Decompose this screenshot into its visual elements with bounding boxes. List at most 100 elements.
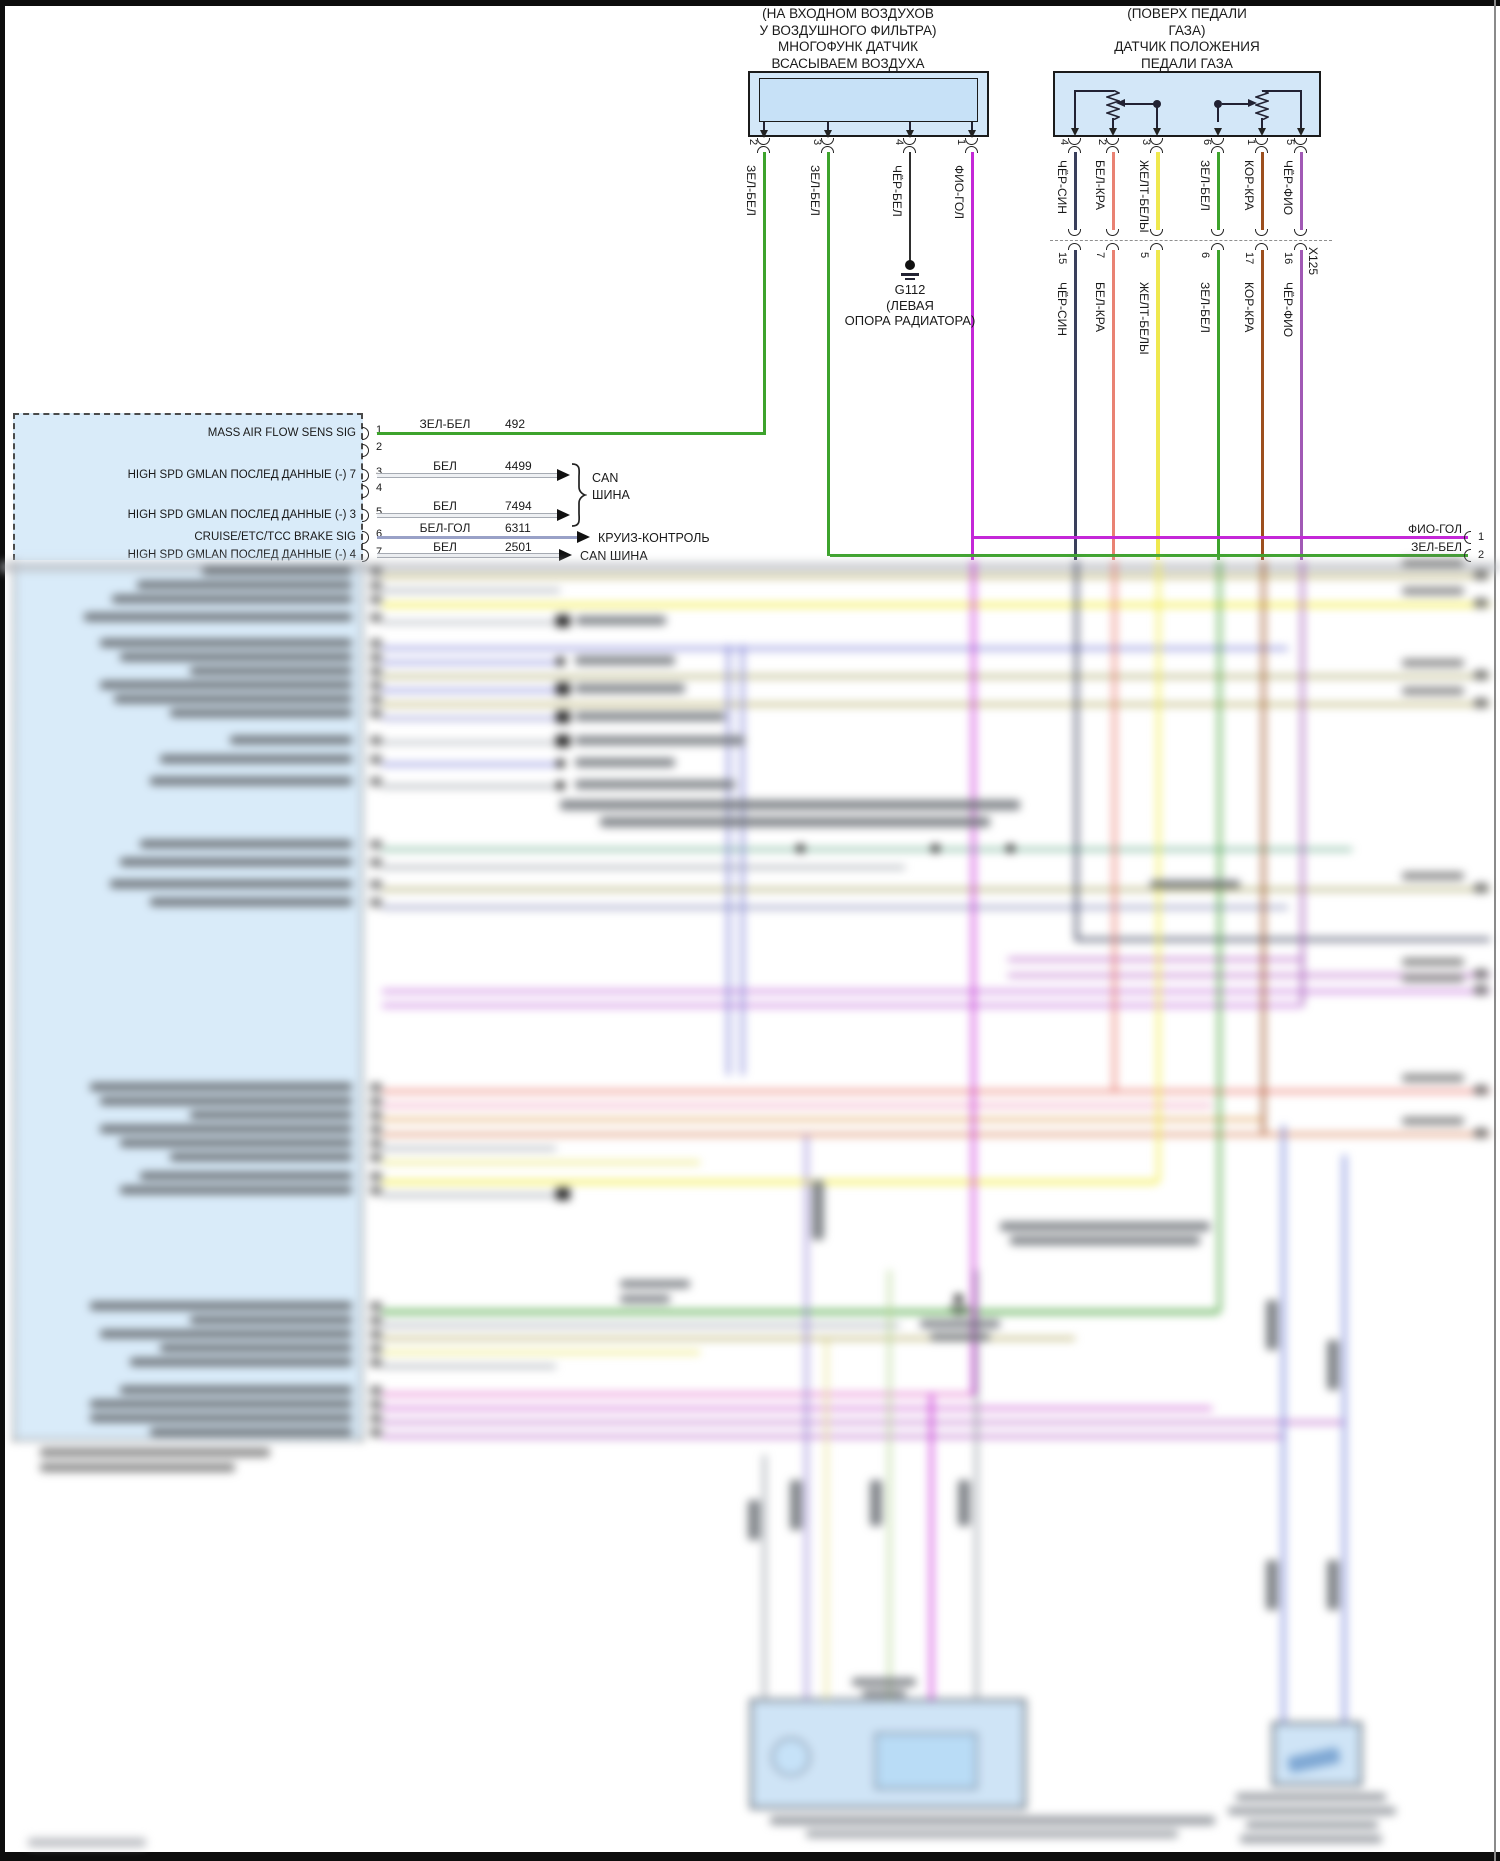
- blurred-dot: [796, 844, 805, 853]
- blurred-text-blob: [575, 712, 725, 721]
- pin-number: 16: [1282, 252, 1294, 265]
- blurred-row-text: [170, 709, 352, 717]
- wire-zel-bel: [1217, 250, 1220, 560]
- blurred-pin: [370, 1111, 382, 1120]
- connector-arc-icon: [362, 469, 369, 482]
- wire-label: ЧЁР-СИН: [1055, 160, 1069, 214]
- blurred-wire-h: [382, 1435, 1284, 1438]
- pot-rail: [1075, 90, 1114, 92]
- pin-stub: [909, 122, 911, 131]
- can-bus-label: CAN: [592, 471, 619, 485]
- maf-sensor-caption: (НА ВХОДНОМ ВОЗДУХОВ У ВОЗДУШНОГО ФИЛЬТР…: [708, 6, 988, 72]
- blurred-wire-h: [1008, 974, 1490, 977]
- blurred-caption: [806, 1830, 1178, 1838]
- blurred-row-text: [100, 1330, 352, 1338]
- blurred-label: [1402, 687, 1464, 695]
- blurred-pin: [370, 1153, 382, 1162]
- connector-arc-icon: [1068, 229, 1081, 236]
- connector-arc-icon: [1211, 146, 1224, 153]
- blurred-wire-v: [1157, 560, 1160, 1182]
- connector-arc-icon: [362, 485, 369, 498]
- blurred-text-blob: [1266, 1560, 1278, 1610]
- blurred-wire-h: [382, 661, 556, 664]
- wire-zel-bel: [763, 152, 766, 435]
- wire-zel-bel: [1217, 152, 1220, 230]
- pin-stub: [1156, 122, 1158, 129]
- ground-caption: G112 (ЛЕВАЯ ОПОРА РАДИАТОРА): [830, 282, 990, 329]
- blurred-text-blob: [575, 758, 675, 767]
- blurred-row-text: [90, 1414, 352, 1422]
- connector-arc-icon: [1068, 146, 1081, 153]
- blurred-label: [1402, 872, 1464, 880]
- caption-line: (НА ВХОДНОМ ВОЗДУХОВ: [762, 6, 934, 21]
- blurred-wire-h: [382, 785, 556, 788]
- blurred-wire-v: [972, 560, 975, 1395]
- arrow-down-icon: [760, 130, 768, 138]
- pin-number: 4: [1058, 139, 1070, 146]
- pin-number: 7: [376, 546, 383, 558]
- blurred-arrow: [556, 711, 570, 723]
- blurred-wire-h: [382, 1194, 556, 1197]
- blurred-text-blob: [1327, 1340, 1339, 1390]
- wire-kor-kra: [1261, 152, 1264, 230]
- blurred-wire-h: [1008, 958, 1301, 961]
- blurred-pin: [370, 653, 382, 662]
- blurred-wire-v: [763, 1455, 766, 1700]
- blurred-wire-h: [382, 888, 1490, 891]
- blurred-row-text: [114, 695, 352, 703]
- blurred-text-blob: [920, 1320, 1000, 1328]
- circuit-number: 2501: [505, 540, 532, 554]
- wire-cher-fio: [1300, 250, 1303, 560]
- blurred-row-text: [120, 858, 352, 866]
- wire-cher-bel: [909, 152, 911, 264]
- blurred-row-text: [100, 681, 352, 689]
- caption-line: ДАТЧИК ПОЛОЖЕНИЯ: [1114, 39, 1260, 54]
- blurred-wire-h: [382, 906, 1288, 909]
- x125-connector-label: X125: [1306, 247, 1320, 276]
- wire-label: ЖЕЛТ-БЕЛЫ: [1137, 282, 1151, 355]
- connector-arc-icon: [362, 444, 369, 457]
- arrow-down-icon: [1109, 128, 1117, 136]
- wire-label: ЗЕЛ-БЕЛ: [1198, 160, 1212, 211]
- arrow-down-icon: [1071, 128, 1079, 136]
- connector-arc-icon: [362, 427, 369, 440]
- wire-color-label: ЗЕЛ-БЕЛ: [419, 417, 471, 431]
- caption-line: МНОГОФУНК ДАТЧИК: [777, 39, 919, 54]
- blurred-pin: [370, 1330, 382, 1339]
- blurred-label: [1402, 974, 1464, 982]
- pin-stub: [1300, 122, 1302, 129]
- caption-line: (ЛЕВАЯ: [886, 297, 934, 313]
- blurred-row-text: [100, 639, 352, 647]
- wire-cher-sin: [1074, 152, 1077, 230]
- blurred-symbol: [772, 1738, 810, 1776]
- blurred-wire-h: [1075, 938, 1490, 941]
- arrow-down-icon: [1214, 128, 1222, 136]
- connector-arc-icon: [1106, 146, 1119, 153]
- connector-arc-icon: [1150, 243, 1163, 250]
- blurred-inner-box: [875, 1733, 977, 1789]
- wire-bel-row: [377, 473, 557, 478]
- pin-number: 6: [376, 528, 383, 540]
- blurred-wire-v: [825, 1340, 828, 1700]
- connector-arc-icon: [1211, 229, 1224, 236]
- wire-label: ЧЁР-СИН: [1055, 282, 1069, 336]
- ecm-row-label: CRUISE/ETC/TCC BRAKE SIG: [194, 531, 356, 543]
- pin-stub: [827, 122, 829, 131]
- blurred-pin: [1474, 883, 1488, 893]
- blurred-wire-h: [382, 1310, 1218, 1314]
- blurred-wire-v: [1218, 560, 1221, 1312]
- wire-bel-row: [377, 553, 559, 558]
- blurred-row-text: [100, 1097, 352, 1105]
- blurred-caption: [40, 1463, 235, 1472]
- blurred-text-blob: [852, 1678, 916, 1686]
- wire-cher-sin: [1074, 250, 1077, 560]
- wire-label: БЕЛ-КРА: [1093, 282, 1107, 332]
- wire-label: ЧЁР-БЕЛ: [890, 165, 904, 217]
- wire-color-label: ЗЕЛ-БЕЛ: [1411, 540, 1462, 554]
- circuit-number: 7494: [505, 499, 532, 513]
- blurred-wire-h: [382, 1365, 556, 1368]
- blurred-pin: [370, 880, 382, 889]
- blurred-text-blob: [575, 656, 675, 665]
- blurred-text-blob: [930, 1333, 990, 1341]
- ecm-row-label: HIGH SPD GMLAN ПОСЛЕД ДАННЫЕ (-) 4: [127, 549, 356, 561]
